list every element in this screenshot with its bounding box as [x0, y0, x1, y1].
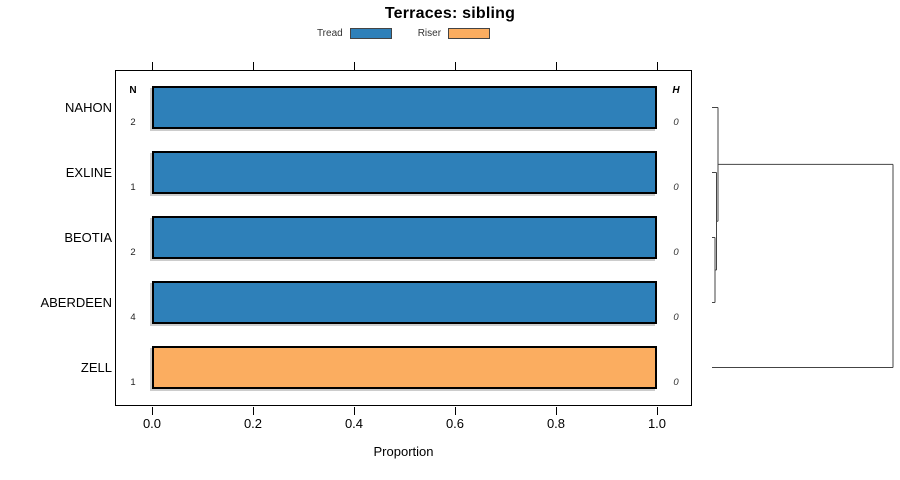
chart-title: Terraces: sibling: [384, 5, 516, 22]
x-tick-label: 0.2: [243, 416, 263, 431]
n-value: 4: [130, 312, 136, 323]
x-tick-bottom: [252, 407, 254, 415]
x-tick-top: [656, 62, 658, 70]
h-value: 0: [673, 182, 679, 193]
legend-item: Riser: [417, 28, 491, 39]
h-value: 0: [673, 312, 679, 323]
x-tick-bottom: [151, 407, 153, 415]
legend-swatch: [448, 28, 491, 39]
h-value: 0: [673, 377, 679, 388]
h-value: 0: [673, 117, 679, 128]
bar-segment-tread: [152, 151, 657, 194]
y-axis-label-zell: ZELL: [80, 359, 112, 375]
x-tick-bottom: [454, 407, 456, 415]
bar-segment-riser: [152, 346, 657, 389]
x-tick-bottom: [353, 407, 355, 415]
x-tick-label: 0.6: [445, 416, 465, 431]
legend-swatch: [349, 28, 392, 39]
x-tick-bottom: [555, 407, 557, 415]
legend-label: Riser: [417, 28, 442, 39]
x-tick-bottom: [656, 407, 658, 415]
x-tick-top: [555, 62, 557, 70]
x-tick-label: 0.0: [142, 416, 162, 431]
y-axis-label-exline: EXLINE: [65, 164, 112, 180]
bar-segment-tread: [152, 86, 657, 129]
bar-segment-tread: [152, 281, 657, 324]
n-value: 2: [130, 247, 136, 258]
x-tick-top: [151, 62, 153, 70]
x-tick-top: [454, 62, 456, 70]
y-axis-label-beotia: BEOTIA: [64, 229, 112, 245]
x-tick-label: 0.8: [546, 416, 566, 431]
plot-area-border: [115, 70, 692, 406]
x-tick-label: 1.0: [647, 416, 667, 431]
y-axis-label-nahon: NAHON: [65, 99, 112, 115]
x-tick-label: 0.4: [344, 416, 364, 431]
x-axis-label: Proportion: [373, 444, 434, 459]
bar-segment-tread: [152, 216, 657, 259]
n-value: 1: [130, 377, 136, 388]
h-value: 0: [673, 247, 679, 258]
legend: Tread Riser: [115, 28, 692, 39]
n-column-header: N: [129, 85, 137, 96]
y-axis-label-aberdeen: ABERDEEN: [40, 294, 112, 310]
legend-item: Tread: [317, 28, 392, 39]
legend-label: Tread: [316, 28, 343, 39]
x-tick-top: [252, 62, 254, 70]
h-column-header: H: [672, 85, 680, 96]
n-value: 1: [130, 182, 136, 193]
n-value: 2: [130, 117, 136, 128]
x-tick-top: [353, 62, 355, 70]
